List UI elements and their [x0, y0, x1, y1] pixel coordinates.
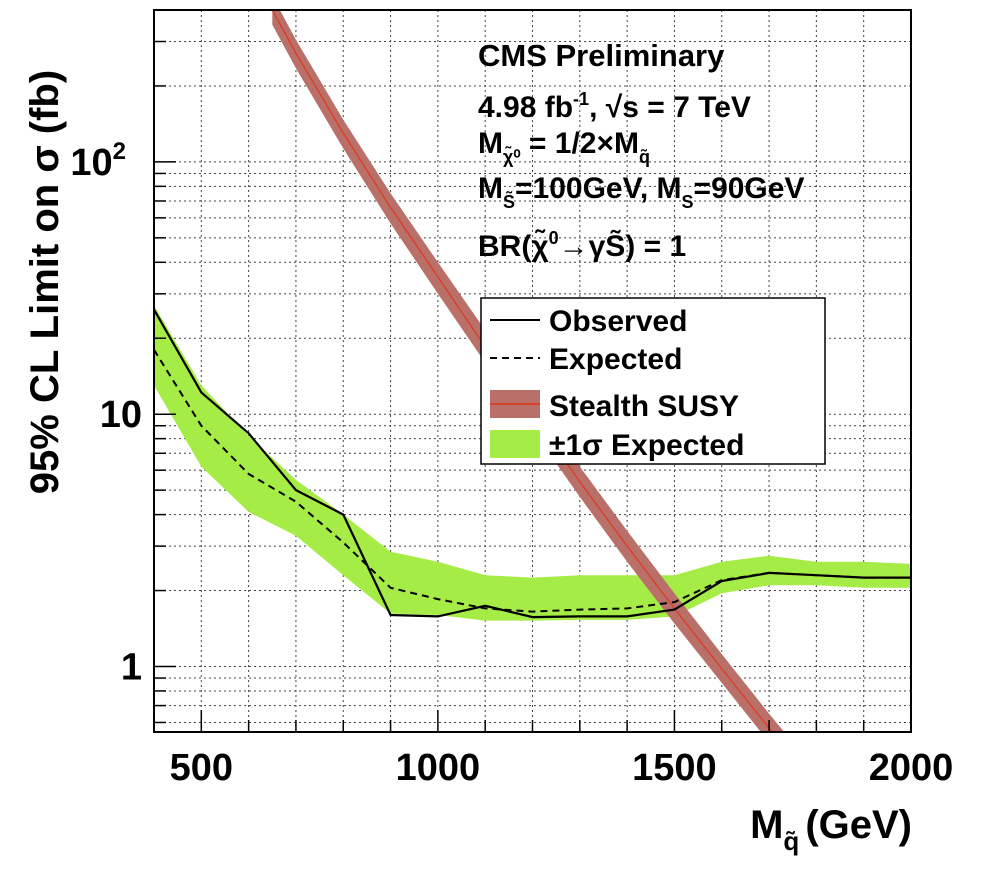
- y-tick-label: 10: [100, 394, 142, 436]
- axis-tick-labels: 500 1000 1500 2000 1 10 102: [70, 138, 953, 789]
- axis-ticks: [153, 40, 912, 732]
- annotation-lumi: 4.98 fb-1, √s = 7 TeV: [478, 89, 751, 124]
- legend: Observed Expected Stealth SUSY ±1σ Expec…: [480, 297, 826, 465]
- legend-label-sigma: ±1σ Expected: [549, 429, 744, 462]
- annotation-singlino-masses: MS̃=100GeV, MS=90GeV: [478, 172, 804, 212]
- x-tick-label: 500: [170, 747, 233, 789]
- legend-label-stealth-susy: Stealth SUSY: [549, 390, 739, 423]
- chart-title: CMS Preliminary: [478, 38, 725, 73]
- legend-swatch-sigma: [490, 430, 540, 458]
- svg-text:Mq̃(GeV): Mq̃ (GeV): [750, 803, 912, 856]
- x-tick-label: 1500: [632, 747, 717, 789]
- y-tick-label: 1: [121, 646, 142, 688]
- annotation-block: CMS Preliminary 4.98 fb-1, √s = 7 TeV Mχ…: [478, 38, 804, 263]
- x-tick-label: 1000: [396, 747, 481, 789]
- x-axis-label-sub: q̃: [783, 826, 799, 856]
- legend-label-observed: Observed: [549, 305, 687, 338]
- x-axis-label: Mq̃ (GeV): [750, 803, 912, 856]
- annotation-branching-ratio: BR(χ̃0→γS̃) = 1: [478, 228, 686, 263]
- x-axis-label-unit: (GeV): [805, 803, 912, 847]
- annotation-mass-relation: Mχ̃⁰ = 1/2×Mq̃: [478, 127, 650, 167]
- y-axis-label: 95% CL Limit on σ (fb): [23, 70, 67, 494]
- legend-label-expected: Expected: [549, 343, 682, 376]
- sigma-expected-band: [154, 305, 911, 621]
- x-axis-label-main: M: [750, 803, 783, 847]
- x-tick-label: 2000: [869, 747, 954, 789]
- y-tick-label: 102: [70, 138, 126, 184]
